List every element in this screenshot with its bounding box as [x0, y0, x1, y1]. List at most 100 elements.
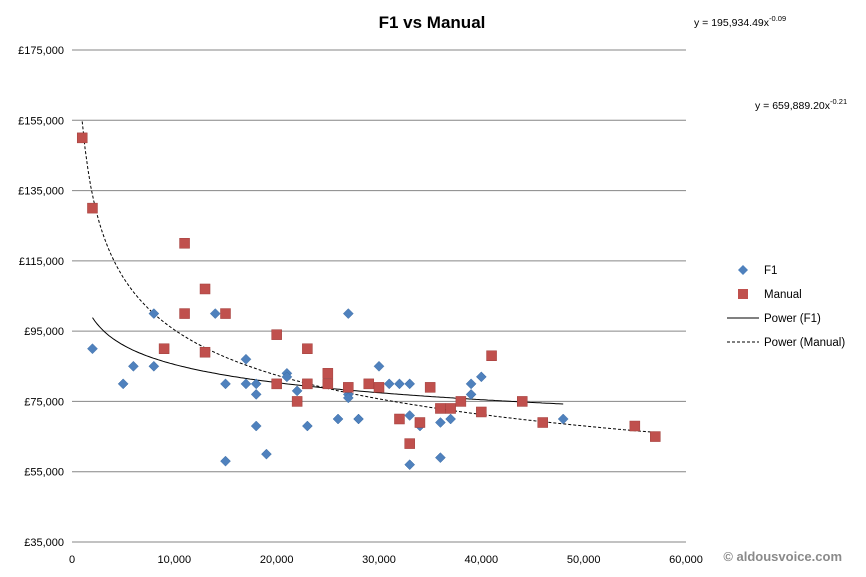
f1-point [342, 392, 354, 404]
manual-point [220, 308, 231, 319]
manual-point [291, 396, 303, 407]
f1-point [117, 378, 129, 390]
manual-point [650, 431, 661, 442]
x-axis: 0 10,000 20,000 30,000 40,000 50,000 60,000 [69, 554, 703, 566]
f1-point [240, 353, 252, 365]
f1-point [261, 448, 272, 460]
manual-point [486, 350, 497, 361]
f1-point [435, 452, 446, 464]
manual-point [414, 417, 426, 428]
legend-label: Power (Manual) [764, 337, 845, 349]
f1-point [394, 378, 405, 390]
f1-point [465, 389, 477, 400]
f1-point [404, 410, 416, 421]
f1-point [291, 385, 303, 397]
manual-point [435, 403, 446, 414]
f1-point [332, 413, 344, 425]
x-tick-label: 60,000 [669, 554, 703, 566]
manual-point [629, 420, 641, 432]
manual-point [373, 382, 385, 393]
y-tick-label: £135,000 [18, 186, 64, 198]
y-tick-label: £55,000 [24, 467, 64, 479]
manual-point [322, 368, 334, 379]
f1-point [128, 360, 139, 372]
manual-point [322, 378, 334, 390]
manual-point [424, 382, 436, 393]
y-axis: £35,000 £55,000 £75,000 £95,000 £115,000 £135… [18, 45, 64, 549]
x-tick-label: 30,000 [362, 554, 396, 566]
y-tick-label: £115,000 [19, 256, 64, 268]
manual-point [179, 238, 190, 249]
f1-point [353, 413, 364, 425]
legend-item: Manual [738, 289, 802, 301]
f1-point [475, 371, 487, 383]
f1-point [404, 459, 416, 471]
legend: F1 Manual Power (F1) Power (Manual) [727, 265, 845, 349]
manual-point [76, 132, 88, 144]
manual-point [302, 343, 313, 354]
manual-point [476, 406, 487, 418]
x-tick-label: 0 [69, 554, 75, 566]
chart-title: F1 vs Manual [379, 13, 486, 32]
y-tick-label: £175,000 [18, 45, 64, 57]
y-tick-label: £95,000 [24, 326, 64, 338]
trendline-equation: y = 659,889.20x-0.21 [755, 97, 847, 112]
manual-point [87, 202, 98, 214]
legend-item: F1 [738, 265, 777, 277]
f1-point [209, 308, 221, 319]
f1-point [557, 413, 569, 425]
f1-point [435, 417, 446, 428]
manual-point [517, 396, 528, 407]
manual-point [158, 343, 170, 354]
x-tick-label: 10,000 [158, 554, 192, 566]
f1-point [250, 389, 262, 400]
trendline-manual [81, 121, 656, 433]
manual-point [455, 396, 467, 407]
manual-point [445, 403, 456, 414]
f1-point [302, 420, 313, 432]
manual-point [394, 413, 405, 425]
f1-point [342, 308, 354, 319]
f1-point [148, 308, 160, 319]
f1-point [445, 413, 456, 425]
legend-item: Power (F1) [727, 313, 821, 325]
legend-f1-marker [738, 265, 748, 275]
legend-label: Manual [764, 289, 802, 301]
legend-item: Power (Manual) [727, 337, 845, 349]
x-tick-label: 20,000 [260, 554, 294, 566]
watermark: © aldousvoice.com [723, 549, 842, 564]
manual-point [271, 378, 282, 390]
manual-point [179, 308, 190, 319]
trendline-equations: y = 195,934.49x-0.09 y = 659,889.20x-0.21 [694, 14, 847, 112]
f1-point [373, 360, 385, 372]
data-points [76, 132, 661, 471]
f1-point [220, 378, 231, 390]
f1-point [87, 343, 98, 355]
manual-point [363, 378, 375, 390]
legend-label: Power (F1) [764, 313, 821, 325]
manual-point [199, 346, 211, 358]
f1-point [404, 378, 416, 390]
f1-point [250, 378, 262, 390]
f1-point [383, 378, 395, 390]
f1-point [220, 455, 231, 467]
manual-point [199, 283, 211, 295]
manual-point [271, 329, 282, 340]
f1-point [465, 378, 477, 390]
y-tick-label: £155,000 [18, 115, 64, 127]
trendline-equation: y = 195,934.49x-0.09 [694, 14, 786, 29]
manual-point [537, 417, 548, 428]
f1-point [250, 420, 262, 432]
x-tick-label: 50,000 [567, 554, 601, 566]
f1-point [240, 378, 252, 390]
gridlines [72, 49, 686, 543]
y-tick-label: £35,000 [24, 537, 64, 549]
manual-point [302, 378, 313, 390]
y-tick-label: £75,000 [24, 396, 64, 408]
f1-point [281, 371, 293, 383]
legend-manual-marker [738, 289, 748, 299]
f1-point [148, 360, 160, 372]
manual-point [343, 382, 354, 393]
legend-label: F1 [764, 265, 777, 277]
